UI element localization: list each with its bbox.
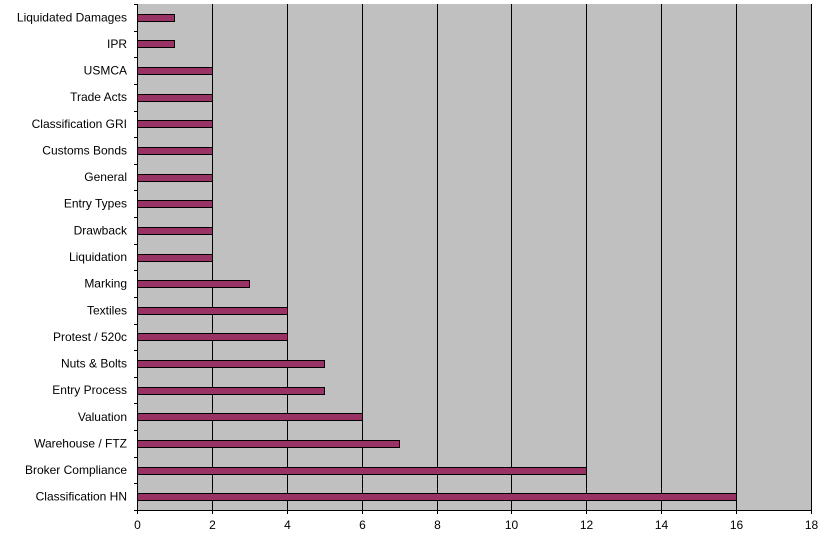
x-tick-label: 4	[284, 518, 291, 532]
bar	[137, 333, 288, 341]
category-label: Broker Compliance	[25, 463, 127, 477]
category-label: Drawback	[74, 223, 128, 237]
category-label: Warehouse / FTZ	[34, 436, 127, 450]
category-label: Trade Acts	[70, 90, 127, 104]
bar	[137, 440, 400, 448]
category-label: Protest / 520c	[53, 330, 127, 344]
bar	[137, 254, 213, 262]
category-label: Customs Bonds	[42, 143, 127, 157]
category-label: General	[84, 170, 127, 184]
labels: 0 2 4 6 8 10 12 14 16 18 Liquidated Damages IPR USMC…	[17, 10, 819, 532]
category-label: Textiles	[87, 303, 127, 317]
x-tick-label: 12	[580, 518, 594, 532]
category-label: Valuation	[78, 410, 127, 424]
bar	[137, 40, 175, 48]
bar	[137, 467, 587, 475]
bar	[137, 360, 325, 368]
category-label: Entry Process	[52, 383, 127, 397]
x-tick-label: 8	[434, 518, 441, 532]
bar	[137, 14, 175, 22]
category-label: IPR	[107, 37, 127, 51]
plot-area	[137, 4, 812, 510]
category-label: Entry Types	[64, 197, 127, 211]
bar	[137, 174, 213, 182]
x-tick-label: 6	[359, 518, 366, 532]
bar	[137, 280, 250, 288]
x-tick-label: 2	[209, 518, 216, 532]
bar	[137, 120, 213, 128]
category-label: Classification GRI	[32, 117, 127, 131]
category-label: Liquidated Damages	[17, 10, 127, 24]
x-tick-label: 18	[805, 518, 819, 532]
bar	[137, 67, 213, 75]
bar	[137, 200, 213, 208]
x-tick-label: 16	[730, 518, 744, 532]
x-tick-label: 0	[134, 518, 141, 532]
bar	[137, 493, 737, 501]
category-label: Marking	[84, 277, 127, 291]
plot-background	[137, 4, 811, 510]
axes	[134, 4, 812, 514]
bar	[137, 307, 288, 315]
category-label: USMCA	[84, 64, 127, 78]
category-label: Nuts & Bolts	[61, 357, 127, 371]
bar	[137, 387, 325, 395]
bar	[137, 147, 213, 155]
category-label: Classification HN	[36, 490, 127, 504]
bar	[137, 413, 363, 421]
x-tick-label: 10	[505, 518, 519, 532]
category-label: Liquidation	[69, 250, 127, 264]
bar	[137, 94, 213, 102]
bar	[137, 227, 213, 235]
x-tick-label: 14	[655, 518, 669, 532]
